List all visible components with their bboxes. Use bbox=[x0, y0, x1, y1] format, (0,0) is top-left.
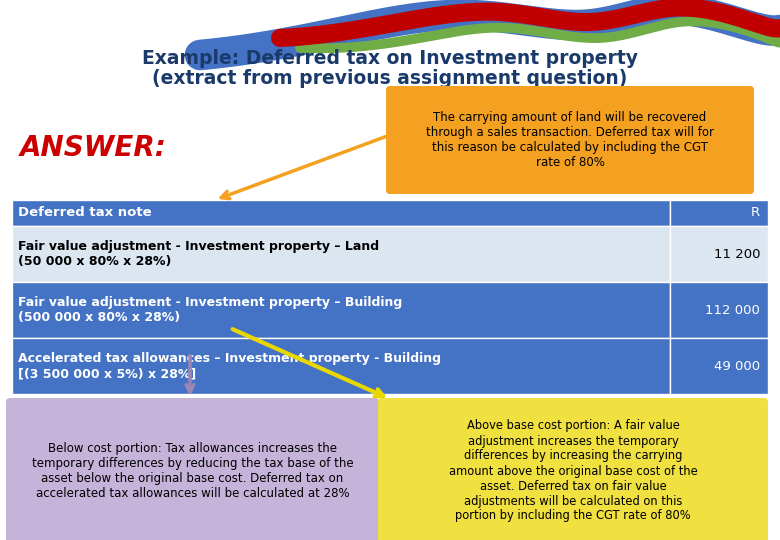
Text: 11 200: 11 200 bbox=[714, 247, 760, 260]
FancyBboxPatch shape bbox=[670, 282, 768, 338]
Text: Example: Deferred tax on Investment property: Example: Deferred tax on Investment prop… bbox=[142, 49, 638, 68]
Text: Accelerated tax allowances – Investment property - Building
[(3 500 000 x 5%) x : Accelerated tax allowances – Investment … bbox=[18, 352, 441, 380]
FancyBboxPatch shape bbox=[12, 282, 670, 338]
Text: Fair value adjustment - Investment property – Land
(50 000 x 80% x 28%): Fair value adjustment - Investment prope… bbox=[18, 240, 379, 268]
Text: (extract from previous assignment question): (extract from previous assignment questi… bbox=[152, 69, 628, 87]
Text: ANSWER:: ANSWER: bbox=[20, 134, 167, 162]
Text: The carrying amount of land will be recovered
through a sales transaction. Defer: The carrying amount of land will be reco… bbox=[426, 111, 714, 169]
FancyBboxPatch shape bbox=[386, 86, 754, 194]
Text: R: R bbox=[751, 206, 760, 219]
Text: 49 000: 49 000 bbox=[714, 360, 760, 373]
Text: Deferred tax note: Deferred tax note bbox=[18, 206, 151, 219]
Text: Above base cost portion: A fair value
adjustment increases the temporary
differe: Above base cost portion: A fair value ad… bbox=[448, 420, 697, 523]
Text: 112 000: 112 000 bbox=[705, 303, 760, 316]
FancyBboxPatch shape bbox=[12, 200, 670, 226]
Text: Below cost portion: Tax allowances increases the
temporary differences by reduci: Below cost portion: Tax allowances incre… bbox=[32, 442, 353, 500]
FancyBboxPatch shape bbox=[378, 398, 768, 540]
FancyBboxPatch shape bbox=[670, 338, 768, 394]
FancyBboxPatch shape bbox=[6, 398, 379, 540]
FancyBboxPatch shape bbox=[670, 226, 768, 282]
Text: Fair value adjustment - Investment property – Building
(500 000 x 80% x 28%): Fair value adjustment - Investment prope… bbox=[18, 296, 402, 324]
FancyBboxPatch shape bbox=[12, 226, 670, 282]
FancyBboxPatch shape bbox=[12, 338, 670, 394]
FancyBboxPatch shape bbox=[670, 200, 768, 226]
